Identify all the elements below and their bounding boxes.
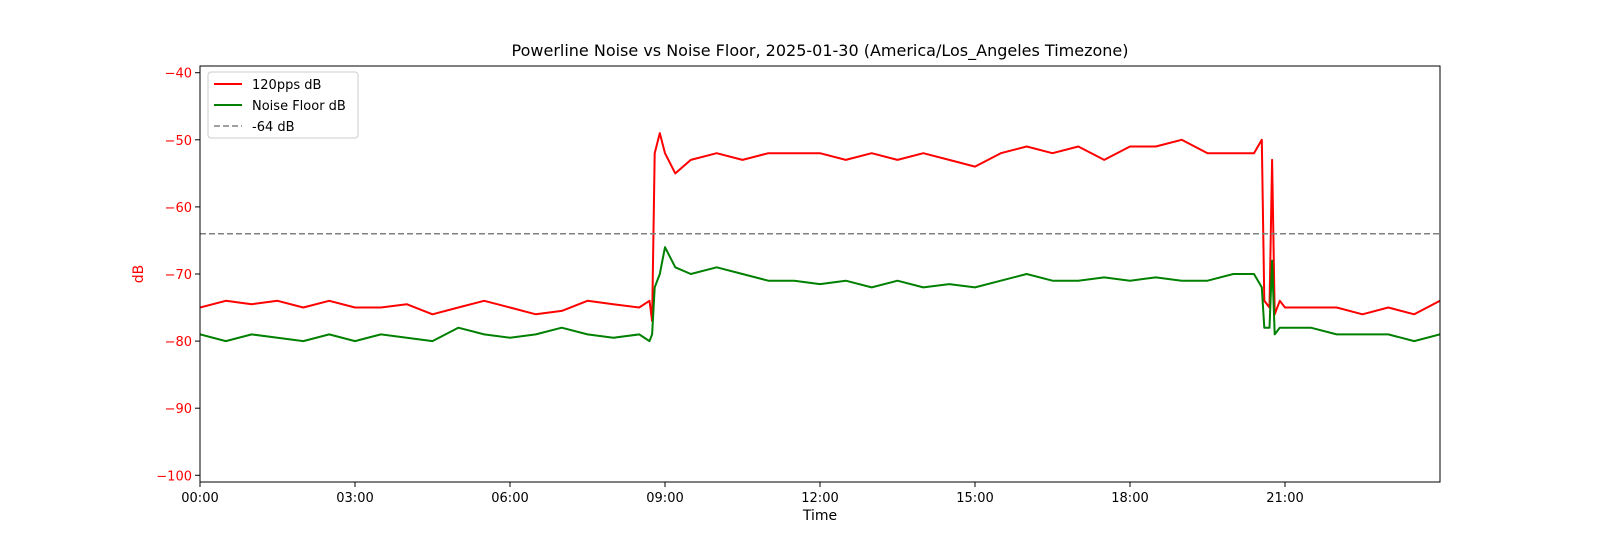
x-axis: 00:00 03:00 06:00 09:00 12:00 15:00 18:00 21:00 <box>181 482 1304 506</box>
y-tick-label: −40 <box>165 67 192 82</box>
x-tick-label: 06:00 <box>491 491 528 506</box>
y-tick-label: −100 <box>156 469 192 484</box>
series-line-0 <box>200 132 1440 322</box>
x-tick-label: 09:00 <box>646 491 683 506</box>
x-tick-label: 00:00 <box>181 491 218 506</box>
x-axis-label: Time <box>802 508 837 524</box>
series-line-1 <box>200 246 1440 343</box>
x-tick-label: 21:00 <box>1266 491 1303 506</box>
y-axis: −100 −90 −80 −70 −60 −50 −40 <box>156 67 200 484</box>
y-axis-label: dB <box>131 265 147 284</box>
y-tick-label: −50 <box>165 134 192 149</box>
y-tick-label: −80 <box>165 335 192 350</box>
legend-box <box>207 71 359 139</box>
legend: 120pps dB Noise Floor dB -64 dB <box>207 71 359 139</box>
x-tick-label: 03:00 <box>336 491 373 506</box>
x-tick-label: 15:00 <box>956 491 993 506</box>
y-tick-label: −60 <box>165 201 192 216</box>
legend-label-1: Noise Floor dB <box>252 99 346 114</box>
legend-label-0: 120pps dB <box>252 78 321 93</box>
x-tick-label: 12:00 <box>801 491 838 506</box>
y-tick-label: −70 <box>165 268 192 283</box>
y-tick-label: −90 <box>165 402 192 417</box>
x-tick-label: 18:00 <box>1111 491 1148 506</box>
series-layer <box>200 132 1440 343</box>
chart-title: Powerline Noise vs Noise Floor, 2025-01-… <box>512 41 1129 61</box>
legend-label-2: -64 dB <box>252 120 295 135</box>
